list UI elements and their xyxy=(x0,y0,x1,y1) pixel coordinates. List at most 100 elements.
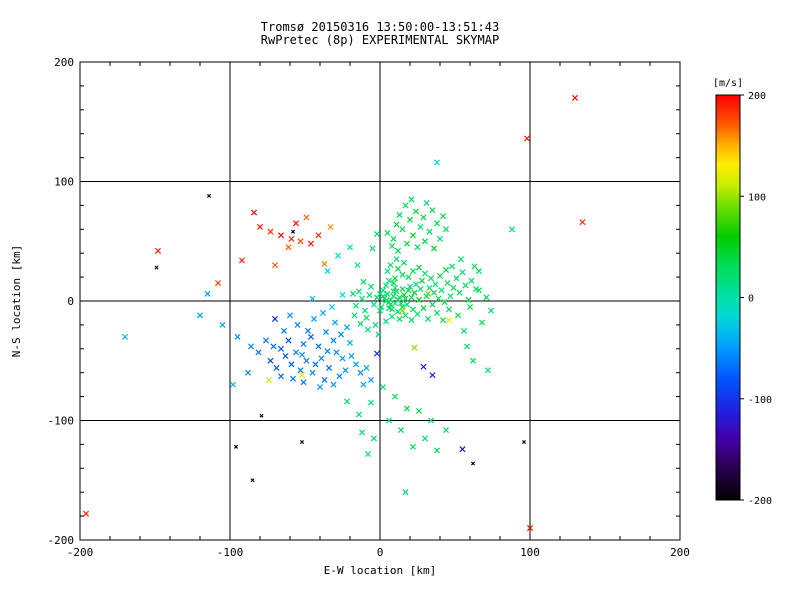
scatter-point xyxy=(282,352,289,359)
scatter-point xyxy=(415,264,423,271)
scatter-point xyxy=(360,278,367,285)
scatter-point xyxy=(385,417,393,424)
scatter-point xyxy=(396,315,403,322)
scatter-point xyxy=(303,357,310,364)
scatter-point xyxy=(526,525,534,532)
scatter-point xyxy=(433,309,441,316)
scatter-point xyxy=(262,337,270,344)
scatter-point xyxy=(267,228,274,235)
scatter-point xyxy=(322,329,330,336)
scatter-point xyxy=(277,373,285,380)
scatter-point xyxy=(379,384,387,391)
x-axis-label: E-W location [km] xyxy=(324,564,437,577)
x-tick-label: -200 xyxy=(67,546,94,559)
scatter-point xyxy=(214,280,222,287)
scatter-point xyxy=(523,135,531,142)
scatter-point xyxy=(384,268,391,275)
scatter-point xyxy=(346,244,354,251)
scatter-point xyxy=(316,384,324,391)
scatter-point xyxy=(424,315,432,322)
scatter-point xyxy=(429,207,436,214)
y-tick-label: 100 xyxy=(54,176,74,189)
scatter-point xyxy=(418,277,426,284)
scatter-point xyxy=(402,202,409,209)
scatter-point xyxy=(286,312,294,319)
scatter-point xyxy=(307,240,315,247)
scatter-point xyxy=(387,296,394,303)
scatter-point xyxy=(385,277,393,284)
scatter-point xyxy=(367,283,375,290)
scatter-point xyxy=(285,337,292,344)
scatter-point xyxy=(406,283,414,290)
colorbar-ticks: 200 100 0 -100 -200 xyxy=(740,91,772,507)
scatter-point xyxy=(387,262,394,269)
scatter-point xyxy=(433,159,441,166)
scatter-point xyxy=(324,268,331,275)
scatter-point xyxy=(255,349,262,356)
scatter-point xyxy=(154,265,159,270)
scatter-point xyxy=(369,245,376,252)
scatter-point xyxy=(250,209,258,216)
scatter-point xyxy=(421,238,429,245)
scatter-point xyxy=(300,340,307,348)
scatter-point xyxy=(450,284,457,291)
scatter-point xyxy=(292,220,300,227)
scatter-point xyxy=(364,326,372,333)
scatter-point xyxy=(472,286,480,293)
scatter-point xyxy=(351,312,358,319)
scatter-point xyxy=(470,461,476,466)
scatter-point xyxy=(330,381,337,388)
scatter-point xyxy=(324,348,331,355)
x-tick-label: -100 xyxy=(217,546,244,559)
scatter-point xyxy=(394,247,402,254)
scatter-point xyxy=(372,321,379,328)
scatter-point xyxy=(290,229,296,234)
scatter-point xyxy=(267,357,274,364)
y-tick-label: -200 xyxy=(48,534,75,547)
scatter-point xyxy=(469,357,477,364)
scatter-point xyxy=(420,305,427,312)
scatter-point xyxy=(442,226,450,233)
scatter-point xyxy=(521,439,527,445)
scatter-point xyxy=(363,364,370,371)
scatter-point xyxy=(457,256,465,263)
scatter-point xyxy=(382,282,390,289)
scatter-point xyxy=(196,312,204,319)
scatter-point xyxy=(321,376,328,383)
scatter-point xyxy=(421,270,429,277)
scatter-point xyxy=(403,405,411,412)
scatter-point xyxy=(319,309,327,316)
scatter-point xyxy=(354,262,361,269)
scatter-point xyxy=(299,439,305,445)
scatter-point xyxy=(417,223,424,230)
scatter-point xyxy=(415,407,423,414)
scatter-point xyxy=(448,263,456,270)
scatter-point xyxy=(439,317,447,324)
colorbar-gradient xyxy=(715,94,741,501)
scatter-point xyxy=(330,337,337,344)
scatter-point xyxy=(412,281,420,288)
scatter-point xyxy=(409,443,417,450)
scatter-point xyxy=(399,286,406,293)
scatter-points xyxy=(82,94,586,532)
scatter-point xyxy=(444,280,451,287)
scatter-point xyxy=(414,244,421,251)
scatter-point xyxy=(445,317,453,324)
scatter-point xyxy=(375,331,382,338)
scatter-point xyxy=(430,245,438,252)
scatter-point xyxy=(400,259,408,266)
scatter-point xyxy=(460,327,468,334)
scatter-point xyxy=(358,429,366,436)
scatter-point xyxy=(393,221,400,228)
y-tick-label: 0 xyxy=(67,295,74,308)
axis-ticks xyxy=(79,61,681,541)
scatter-point xyxy=(384,229,391,236)
scatter-point xyxy=(456,289,463,296)
scatter-point xyxy=(484,367,492,374)
scatter-point xyxy=(382,297,390,305)
scatter-point xyxy=(271,315,279,322)
scatter-point xyxy=(333,349,340,356)
x-tick-label: 200 xyxy=(670,546,690,559)
scatter-point xyxy=(390,280,397,287)
scatter-point xyxy=(412,208,420,215)
